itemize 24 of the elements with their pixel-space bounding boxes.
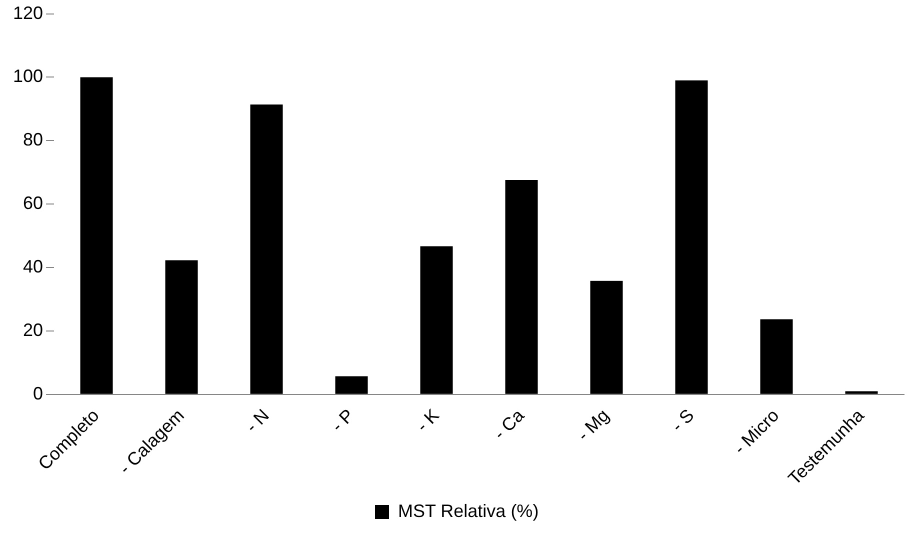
y-tick-label: 100 [12, 66, 44, 86]
legend-label: MST Relativa (%) [398, 500, 539, 521]
x-tick-label: - K [412, 405, 443, 436]
y-tick-label: 80 [23, 130, 44, 150]
bar [845, 391, 878, 394]
y-tick-label: 120 [12, 2, 44, 23]
y-tick-label: 20 [23, 320, 44, 340]
bar [505, 180, 538, 394]
y-tick-label: 40 [23, 256, 44, 276]
bar [80, 77, 113, 394]
bar [675, 80, 708, 394]
bar [590, 280, 623, 394]
x-tick-label: - S [667, 405, 698, 436]
y-tick-label: 0 [33, 383, 44, 404]
x-tick-label: - Ca [490, 404, 529, 444]
x-tick-label: - Mg [573, 405, 613, 445]
bar [420, 246, 453, 394]
bar [165, 260, 198, 394]
y-tick-label: 60 [23, 193, 44, 214]
bar [250, 104, 283, 394]
bar [760, 319, 793, 394]
bar [335, 376, 368, 394]
x-tick-label: - P [327, 405, 358, 436]
x-tick-label: - N [242, 405, 273, 436]
